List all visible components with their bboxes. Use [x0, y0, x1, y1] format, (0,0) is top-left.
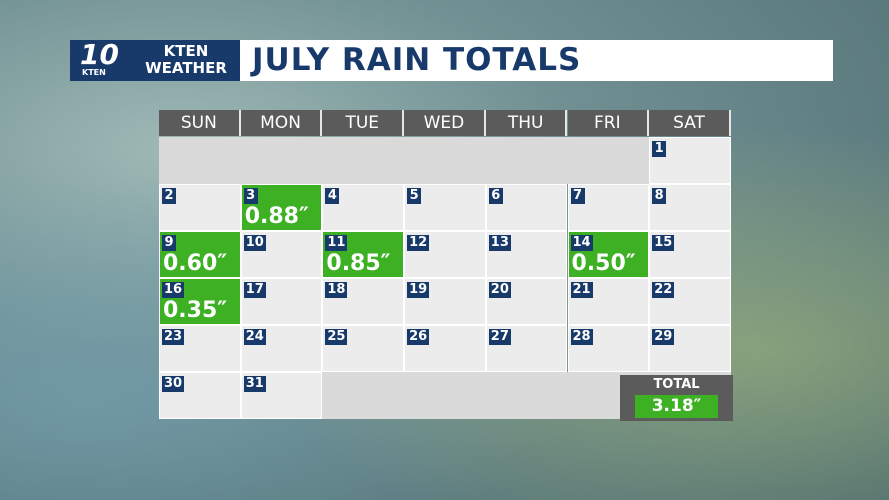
day-number: 22 — [652, 282, 675, 298]
rain-amount: 0.60″ — [163, 251, 228, 276]
day-number: 4 — [325, 188, 340, 204]
day-number: 6 — [488, 188, 503, 204]
day-number: 10 — [243, 235, 266, 251]
total-value: 3.18″ — [635, 395, 718, 418]
rain-amount: 0.35″ — [163, 298, 228, 323]
day-number: 5 — [407, 188, 422, 204]
weekday: THU — [485, 110, 568, 136]
day-number: 29 — [652, 329, 675, 345]
total-label: TOTAL — [653, 377, 700, 392]
day-number: 18 — [325, 282, 348, 298]
day-cell: 25 — [322, 325, 405, 372]
day-number: 3 — [243, 188, 258, 204]
day-cell: 21 — [567, 278, 650, 325]
blank-row — [159, 137, 650, 184]
day-cell: 23 — [159, 325, 241, 372]
weekday: WED — [404, 110, 486, 136]
logo: 10 KTEN KTEN WEATHER — [70, 38, 240, 81]
day-number: 15 — [652, 235, 675, 251]
day-number: 14 — [570, 235, 593, 251]
rain-amount: 0.85″ — [326, 251, 391, 276]
day-cell: 22 — [649, 278, 731, 325]
brand-line: KTEN — [163, 42, 209, 60]
day-cell: 10 — [240, 231, 323, 278]
day-cell: 27 — [485, 325, 568, 372]
day-number: 26 — [407, 329, 430, 345]
rain-amount: 0.88″ — [244, 204, 309, 229]
day-number: 21 — [570, 282, 593, 298]
day-number: 13 — [488, 235, 511, 251]
day-number: 28 — [570, 329, 593, 345]
day-number: 8 — [652, 188, 667, 204]
weekday: TUE — [322, 110, 405, 136]
day-cell: 3 0.88″ — [240, 184, 323, 231]
day-number: 20 — [488, 282, 511, 298]
day-cell: 18 — [322, 278, 405, 325]
day-number: 12 — [407, 235, 430, 251]
day-cell: 1 — [649, 137, 731, 184]
day-cell: 17 — [240, 278, 323, 325]
day-cell: 29 — [649, 325, 731, 372]
logo-station: KTEN — [82, 68, 106, 77]
day-number: 7 — [570, 188, 585, 204]
day-cell: 31 — [240, 372, 323, 419]
day-cell: 14 0.50″ — [567, 231, 650, 278]
day-cell: 9 0.60″ — [159, 231, 241, 278]
day-cell: 24 — [240, 325, 323, 372]
day-number: 31 — [243, 376, 266, 392]
day-number: 11 — [325, 235, 348, 251]
logo-number: 10 — [80, 38, 119, 71]
day-cell: 13 — [485, 231, 568, 278]
day-cell: 19 — [404, 278, 486, 325]
day-number: 25 — [325, 329, 348, 345]
day-cell: 16 0.35″ — [159, 278, 241, 325]
day-number: 30 — [162, 376, 185, 392]
weekday: MON — [240, 110, 323, 136]
day-cell: 5 — [404, 184, 486, 231]
day-cell: 11 0.85″ — [322, 231, 405, 278]
weekday: FRI — [567, 110, 650, 136]
day-cell: 6 — [485, 184, 568, 231]
rain-amount: 0.50″ — [571, 251, 636, 276]
day-number: 1 — [652, 141, 667, 157]
day-cell: 30 — [159, 372, 241, 419]
day-cell: 20 — [485, 278, 568, 325]
day-number: 19 — [407, 282, 430, 298]
day-number: 27 — [488, 329, 511, 345]
weekday: SAT — [649, 110, 731, 136]
day-cell: 28 — [567, 325, 650, 372]
day-number: 17 — [243, 282, 266, 298]
day-cell: 4 — [322, 184, 405, 231]
day-number: 9 — [162, 235, 176, 251]
day-number: 23 — [162, 329, 185, 345]
day-cell: 7 — [567, 184, 650, 231]
total-box: TOTAL 3.18″ — [620, 375, 733, 421]
brand: KTEN WEATHER — [136, 43, 236, 77]
day-cell: 8 — [649, 184, 731, 231]
day-cell: 12 — [404, 231, 486, 278]
weekday: SUN — [159, 110, 241, 136]
day-number: 16 — [162, 282, 185, 298]
day-number: 24 — [243, 329, 266, 345]
title: JULY RAIN TOTALS — [240, 40, 833, 81]
day-cell: 26 — [404, 325, 486, 372]
day-number: 2 — [162, 188, 176, 204]
brand-line: WEATHER — [145, 59, 227, 77]
day-cell: 15 — [649, 231, 731, 278]
day-cell: 2 — [159, 184, 241, 231]
